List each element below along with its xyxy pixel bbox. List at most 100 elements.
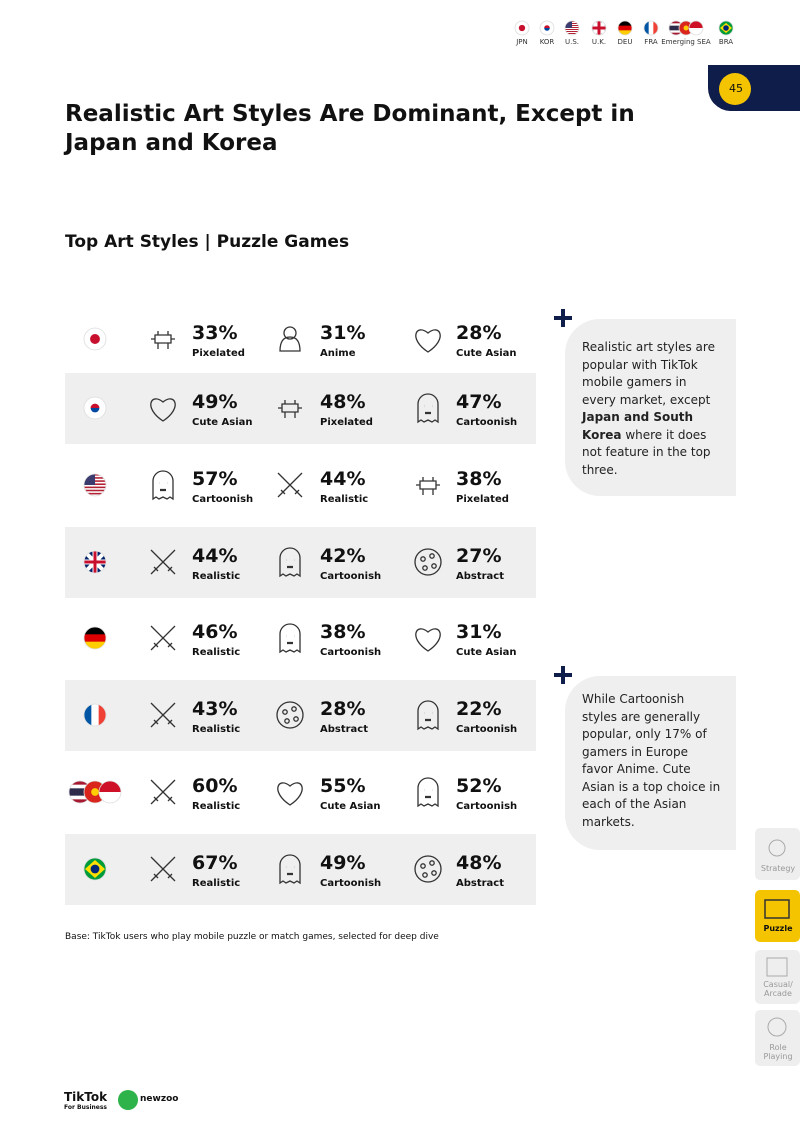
cell-value: 57% xyxy=(192,468,238,490)
flag xyxy=(719,21,733,35)
abstract-icon xyxy=(422,565,428,571)
abstract-icon xyxy=(422,872,428,878)
partner: newzoo xyxy=(140,1094,179,1104)
heart-icon xyxy=(415,329,441,353)
cell-value: 43% xyxy=(192,698,238,720)
cell-value: 48% xyxy=(320,391,366,413)
flag xyxy=(618,21,632,35)
abstract-icon xyxy=(420,556,426,562)
abstract-icon xyxy=(276,701,304,729)
ghost-icon xyxy=(159,481,168,492)
cell-label: Realistic xyxy=(192,647,241,658)
heart-icon xyxy=(415,628,441,652)
cell-value: 49% xyxy=(192,391,238,413)
cell-label: Pixelated xyxy=(456,494,509,505)
page-badge xyxy=(719,73,751,105)
flag-ring xyxy=(83,703,107,727)
strategy-icon xyxy=(768,839,786,857)
ghost-icon xyxy=(417,700,439,731)
cell-value: 46% xyxy=(192,621,238,643)
cell-label: Pixelated xyxy=(192,348,245,359)
abstract-icon xyxy=(429,860,435,866)
cell-label: Cartoonish xyxy=(456,724,518,735)
puzzle-icon xyxy=(764,899,790,919)
abstract-icon xyxy=(414,548,442,576)
heart-icon xyxy=(150,398,176,422)
page-number: 45 xyxy=(729,82,743,95)
cell-value: 42% xyxy=(320,545,366,567)
brand: TikTok xyxy=(64,1090,108,1104)
flag xyxy=(84,397,106,419)
market-label: KOR xyxy=(539,38,555,46)
tab-bg xyxy=(755,890,800,942)
flag xyxy=(84,474,106,495)
market-label: FRA xyxy=(644,38,658,46)
anime-icon xyxy=(283,326,297,340)
flag-ring xyxy=(83,550,107,574)
note-text: Realistic art styles are popular with Ti… xyxy=(582,340,715,407)
market-label: BRA xyxy=(718,38,734,46)
abstract-icon xyxy=(420,863,426,869)
pixel-icon xyxy=(416,477,440,495)
callout-text: While Cartoonish styles are generally po… xyxy=(582,691,722,831)
brand-sub: For Business xyxy=(64,1104,107,1111)
flag-ring xyxy=(83,396,107,420)
cell-value: 48% xyxy=(456,852,502,874)
flag-ring xyxy=(514,20,530,36)
cell-label: Realistic xyxy=(192,878,241,889)
abstract-icon xyxy=(284,718,290,724)
heart-icon xyxy=(277,782,303,806)
cell-value: 22% xyxy=(456,698,502,720)
note-text: While Cartoonish styles are generally po… xyxy=(582,692,721,829)
pixel-icon xyxy=(278,400,302,418)
abstract-icon xyxy=(431,870,437,876)
flag xyxy=(669,21,683,35)
note-text: where it does not feature in the top thr… xyxy=(582,427,711,477)
cell-label: Cute Asian xyxy=(456,348,517,359)
cell-label: Cartoonish xyxy=(456,417,518,428)
cell-label: Anime xyxy=(320,348,356,359)
flag-ring xyxy=(539,20,555,36)
row-band xyxy=(65,680,536,751)
subtitle: Top Art Styles | Puzzle Games xyxy=(65,232,350,252)
cell-value: 33% xyxy=(192,322,238,344)
market-label: U.S. xyxy=(564,38,580,46)
cell-value: 52% xyxy=(456,775,502,797)
swords-icon xyxy=(150,625,176,651)
plus-icon xyxy=(554,666,572,684)
cell-label: Abstract xyxy=(456,571,505,582)
market-label: JPN xyxy=(516,38,528,46)
flag-ring xyxy=(83,473,107,497)
pixel-icon xyxy=(151,331,175,349)
ghost-icon xyxy=(417,777,439,808)
swords-icon xyxy=(150,549,176,575)
rpg-icon xyxy=(767,1017,787,1037)
abstract-icon xyxy=(293,716,299,722)
cell-value: 55% xyxy=(320,775,366,797)
swords-icon xyxy=(150,779,176,805)
cell-value: 31% xyxy=(320,322,366,344)
callout-box xyxy=(565,319,736,496)
sidebar-tab: Puzzle xyxy=(763,924,793,933)
cell-label: Cute Asian xyxy=(320,801,381,812)
flag-ring xyxy=(591,20,607,36)
flag-ring xyxy=(688,20,704,36)
cell-label: Abstract xyxy=(320,724,369,735)
flag xyxy=(99,781,121,803)
flag-ring xyxy=(643,20,659,36)
sidebar-tab: Casual/ Arcade xyxy=(763,980,793,998)
cell-value: 28% xyxy=(456,322,502,344)
cell-value: 67% xyxy=(192,852,238,874)
flag-ring xyxy=(564,20,580,36)
flag-ring xyxy=(83,626,107,650)
sidebar-tab: Role Playing xyxy=(763,1043,793,1061)
flag xyxy=(592,21,606,35)
ghost-icon xyxy=(279,623,301,654)
casual-icon xyxy=(766,957,788,977)
tab-bg xyxy=(755,1010,800,1066)
abstract-icon xyxy=(282,709,288,715)
flag xyxy=(689,21,703,35)
flag xyxy=(540,21,554,35)
